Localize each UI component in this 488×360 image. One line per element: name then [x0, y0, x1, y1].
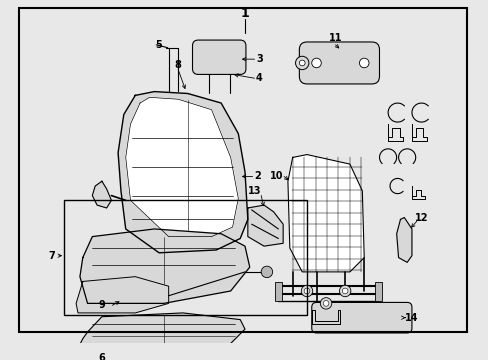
Text: 12: 12	[414, 212, 427, 222]
Text: 8: 8	[174, 60, 181, 70]
Circle shape	[323, 301, 328, 306]
FancyBboxPatch shape	[311, 302, 411, 333]
Text: 7: 7	[48, 251, 55, 261]
Polygon shape	[76, 277, 168, 313]
Circle shape	[299, 60, 305, 66]
Circle shape	[301, 285, 312, 297]
Circle shape	[320, 298, 331, 309]
Text: 6: 6	[98, 353, 105, 360]
Bar	[374, 282, 382, 301]
Text: 14: 14	[405, 313, 418, 323]
Circle shape	[304, 288, 309, 294]
Bar	[63, 201, 306, 315]
Circle shape	[295, 56, 308, 69]
Polygon shape	[287, 154, 364, 272]
Polygon shape	[125, 97, 238, 237]
Text: 4: 4	[255, 73, 262, 83]
Circle shape	[359, 58, 368, 68]
Circle shape	[339, 285, 350, 297]
Polygon shape	[118, 91, 247, 253]
Text: 3: 3	[255, 54, 262, 64]
Polygon shape	[92, 181, 111, 208]
Polygon shape	[396, 217, 411, 262]
Polygon shape	[80, 229, 249, 303]
Polygon shape	[247, 205, 283, 246]
Circle shape	[311, 58, 321, 68]
Polygon shape	[78, 313, 244, 355]
Text: 9: 9	[98, 300, 105, 310]
Text: 1: 1	[240, 7, 249, 20]
Text: 5: 5	[155, 40, 162, 50]
Text: 13: 13	[247, 186, 261, 196]
Circle shape	[342, 288, 347, 294]
Text: 11: 11	[328, 33, 342, 43]
FancyBboxPatch shape	[192, 40, 245, 75]
Bar	[274, 282, 282, 301]
Text: 2: 2	[253, 171, 260, 181]
Text: 10: 10	[269, 171, 283, 181]
FancyBboxPatch shape	[299, 42, 379, 84]
Circle shape	[261, 266, 272, 278]
